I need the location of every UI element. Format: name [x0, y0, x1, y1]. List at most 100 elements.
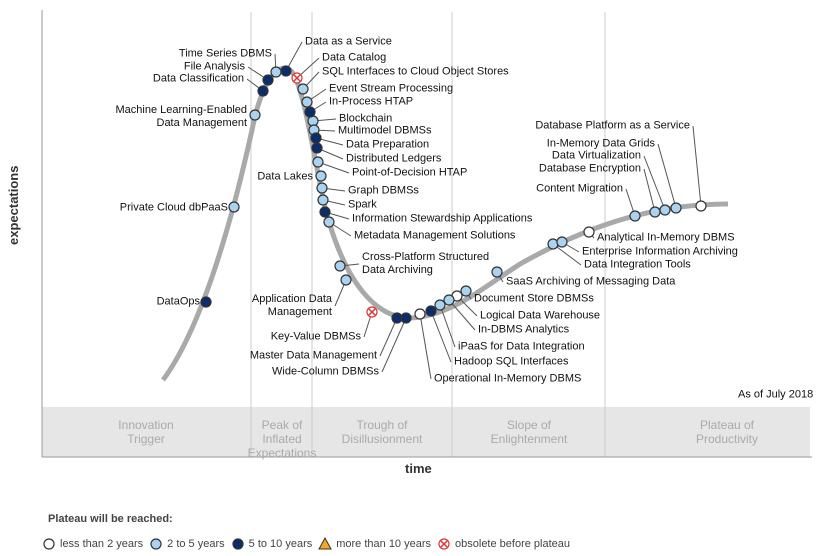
- technology-label: File Analysis: [183, 60, 245, 73]
- marker: [262, 74, 274, 86]
- as-of: As of July 2018: [738, 388, 814, 401]
- technology-label: Enterprise Information Archiving: [582, 245, 738, 258]
- technology-label: Database Encryption: [538, 162, 641, 175]
- marker: [297, 83, 309, 95]
- phase-label: Innovation Trigger: [118, 418, 174, 446]
- legend-item: 5 to 10 years: [231, 537, 313, 551]
- technology-label: Multimodel DBMSs: [338, 124, 432, 137]
- leader-line: [419, 313, 432, 380]
- hype-curve: [160, 65, 729, 382]
- legend-marker: [232, 538, 244, 550]
- legend-label: obsolete before plateau: [455, 538, 570, 550]
- marker: [425, 305, 437, 317]
- marker: [414, 308, 426, 320]
- marker: [228, 201, 240, 213]
- technology-label: Logical Data Warehouse: [480, 309, 601, 322]
- marker: [400, 312, 412, 324]
- hype-cycle-chart: [41, 10, 812, 458]
- marker: [232, 538, 244, 550]
- marker: [323, 216, 335, 228]
- marker: [315, 170, 327, 182]
- technology-label: Hadoop SQL Interfaces: [454, 355, 569, 368]
- marker: [249, 109, 261, 121]
- technology-label: Database Platform as a Service: [535, 119, 690, 132]
- marker: [460, 285, 472, 297]
- technology-label: Application Data Management: [251, 293, 332, 318]
- marker: [301, 96, 313, 108]
- technology-label: Key-Value DBMSs: [270, 330, 361, 343]
- technology-label: SQL Interfaces to Cloud Object Stores: [322, 65, 509, 78]
- technology-label: Blockchain: [339, 112, 393, 125]
- legend-item: obsolete before plateau: [437, 537, 570, 551]
- leader-line: [430, 310, 452, 363]
- marker: [304, 106, 316, 118]
- technology-label: Data Classification: [152, 72, 244, 85]
- technology-label: Graph DBMSs: [348, 184, 419, 197]
- technology-label: Cross-Platform Structured Data Archiving: [362, 251, 490, 276]
- technology-label: Spark: [348, 198, 377, 211]
- legend-item: less than 2 years: [42, 537, 143, 551]
- marker: [319, 206, 331, 218]
- technology-label: Document Store DBMSs: [474, 292, 594, 305]
- leader-line: [381, 317, 407, 373]
- marker: [311, 142, 323, 154]
- legend-marker: [438, 538, 450, 550]
- marker: [316, 182, 328, 194]
- marker: [670, 202, 682, 214]
- leader-line: [643, 155, 666, 211]
- technology-label: Information Stewardship Applications: [352, 212, 533, 225]
- marker: [310, 132, 322, 144]
- technology-label: Event Stream Processing: [329, 82, 454, 95]
- leader-line: [657, 143, 677, 209]
- technology-label: Operational In-Memory DBMS: [434, 372, 582, 385]
- phase-label: Peak of Inflated Expectations: [247, 418, 317, 460]
- y-axis-label: expectations: [6, 165, 21, 245]
- marker-x: [368, 308, 376, 316]
- marker: [547, 238, 559, 250]
- legend-label: less than 2 years: [60, 538, 144, 550]
- technology-label: iPaaS for Data Integration: [458, 340, 585, 353]
- marker: [556, 236, 568, 248]
- legend-marker: [318, 537, 333, 550]
- legend-label: 5 to 10 years: [248, 538, 313, 550]
- marker: [659, 204, 671, 216]
- technology-label: Data as a Service: [305, 35, 392, 48]
- leader-line: [552, 243, 582, 266]
- x-axis-label: time: [405, 461, 432, 476]
- legend-label: 2 to 5 years: [167, 538, 225, 550]
- marker: [317, 194, 329, 206]
- marker: [312, 156, 324, 168]
- marker: [200, 296, 212, 308]
- technology-label: Point-of-Decision HTAP: [352, 166, 468, 179]
- legend-title: Plateau will be reached:: [48, 513, 173, 525]
- leader-line: [379, 317, 398, 357]
- leader-line: [643, 168, 656, 213]
- marker: [318, 537, 333, 550]
- technology-label: Master Data Management: [249, 349, 377, 362]
- legend-label: more than 10 years: [336, 538, 432, 550]
- marker: [43, 538, 55, 550]
- leader-line: [692, 125, 702, 207]
- technology-label: Data Integration Tools: [584, 258, 691, 271]
- technology-label: Analytical In-Memory DBMS: [597, 231, 735, 244]
- technology-label: Time Series DBMS: [178, 47, 272, 60]
- technology-label: Private Cloud dbPaaS: [119, 201, 228, 214]
- phase-label: Plateau of Productivity: [695, 418, 759, 446]
- technology-label: Data Catalog: [322, 51, 387, 64]
- marker: [629, 210, 641, 222]
- technology-label: In-Memory Data Grids: [546, 137, 655, 150]
- legend-marker: [150, 538, 162, 550]
- phase-label: Trough of Disillusionment: [341, 418, 423, 446]
- technology-label: DataOps: [156, 295, 200, 308]
- marker: [280, 65, 292, 77]
- marker: [257, 85, 269, 97]
- marker: [649, 206, 661, 218]
- technology-label: Content Migration: [536, 182, 623, 195]
- technology-label: Machine Learning-Enabled Data Management: [115, 104, 247, 129]
- marker: [583, 226, 595, 238]
- technology-label: SaaS Archiving of Messaging Data: [506, 275, 676, 288]
- legend-marker: [43, 538, 55, 550]
- technology-label: In-DBMS Analytics: [478, 323, 570, 336]
- marker-x: [440, 540, 448, 548]
